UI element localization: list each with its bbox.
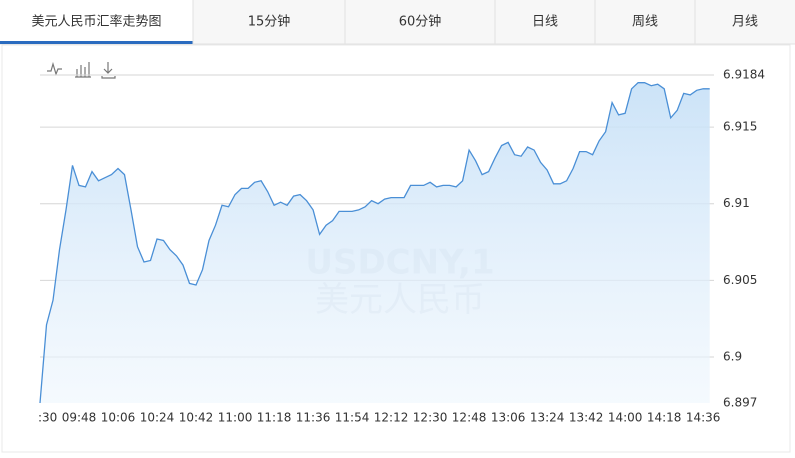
x-tick-label: 13:42 bbox=[569, 411, 604, 425]
tab-label[interactable]: 周线 bbox=[632, 15, 658, 30]
y-tick-label: 6.9184 bbox=[723, 68, 765, 82]
x-tick-label: 11:18 bbox=[257, 411, 292, 425]
x-axis: 09:30 09:48 10:06 10:24 10:42 11:00 11:18 11:36… bbox=[23, 411, 721, 425]
toolbar-icons[interactable] bbox=[47, 61, 116, 79]
tab-label[interactable]: 美元人民币汇率走势图 bbox=[31, 14, 161, 30]
tab-label[interactable]: 日线 bbox=[532, 15, 558, 30]
active-tab[interactable] bbox=[0, 0, 193, 44]
line-icon[interactable] bbox=[47, 61, 62, 76]
x-tick-label: 14:36 bbox=[686, 411, 721, 425]
y-tick-label: 6.905 bbox=[723, 273, 757, 287]
x-tick-label: 12:30 bbox=[413, 411, 448, 425]
y-tick-label: 6.91 bbox=[723, 196, 750, 210]
tab-label[interactable]: 15分钟 bbox=[248, 14, 291, 30]
x-tick-label: 13:06 bbox=[491, 411, 526, 425]
area bbox=[40, 82, 710, 403]
active-tab-underline bbox=[0, 41, 193, 44]
x-tick-label: 09:48 bbox=[62, 411, 97, 425]
x-tick-label: 10:42 bbox=[179, 411, 214, 425]
tab-label[interactable]: 60分钟 bbox=[399, 14, 442, 30]
bar-icon[interactable] bbox=[75, 62, 91, 78]
chart-frame bbox=[1, 44, 791, 453]
download-icon[interactable] bbox=[101, 62, 116, 79]
x-tick-label: 10:06 bbox=[101, 411, 136, 425]
x-tick-label: 13:24 bbox=[530, 411, 565, 425]
tab-label[interactable]: 月线 bbox=[732, 15, 758, 30]
line bbox=[39, 82, 710, 404]
x-tick-label: 11:54 bbox=[335, 411, 370, 425]
x-tick-label: 10:24 bbox=[140, 411, 175, 425]
x-tick-label: 14:00 bbox=[608, 411, 643, 425]
x-tick-label: 12:48 bbox=[452, 411, 487, 425]
x-tick-label: 12:12 bbox=[374, 411, 409, 425]
y-tick-label: 6.897 bbox=[723, 396, 757, 410]
x-tick-label: 09:30 bbox=[23, 411, 58, 425]
y-tick-label: 6.915 bbox=[723, 120, 757, 134]
x-tick-label: 11:00 bbox=[218, 411, 253, 425]
x-tick-label: 14:18 bbox=[647, 411, 682, 425]
y-tick-label: 6.9 bbox=[723, 350, 742, 364]
x-tick-label: 11:36 bbox=[296, 411, 331, 425]
